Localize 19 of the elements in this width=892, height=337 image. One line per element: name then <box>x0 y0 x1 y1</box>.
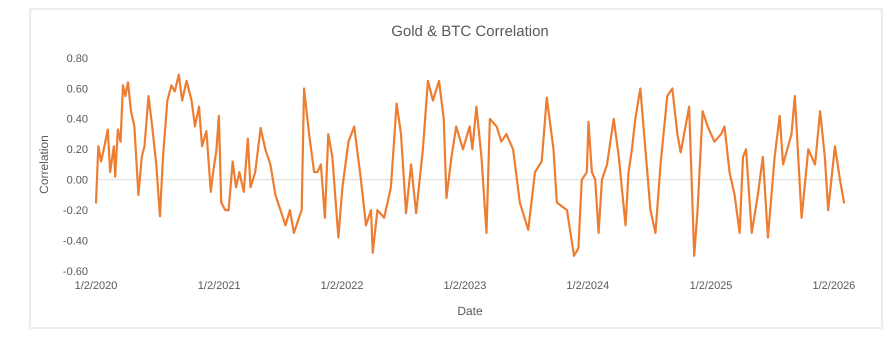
line-series <box>94 74 846 257</box>
y-tick-label: 0.20 <box>66 144 88 156</box>
x-tick-label: 1/2/2022 <box>320 280 364 292</box>
y-tick-label: -0.40 <box>62 235 88 248</box>
x-tick-label: 1/2/2024 <box>566 280 610 292</box>
x-tick-label: 1/2/2023 <box>444 280 486 292</box>
x-axis-title: Date <box>457 304 483 318</box>
chart-title: Gold & BTC Correlation <box>391 23 549 40</box>
x-tick-label: 1/2/2026 <box>812 280 856 292</box>
y-tick-label: -0.60 <box>62 266 88 278</box>
y-tick-label: 0.80 <box>66 52 88 65</box>
y-tick-label: 0.40 <box>66 114 88 126</box>
y-tick-label: 0.60 <box>66 83 88 96</box>
y-tick-label: 0.00 <box>66 174 88 187</box>
x-tick-label: 1/2/2025 <box>690 280 732 292</box>
x-tick-label: 1/2/2021 <box>198 280 241 292</box>
y-tick-label: -0.20 <box>62 204 88 217</box>
y-axis-title: Correlation <box>37 135 51 194</box>
x-tick-label: 1/2/2020 <box>74 280 118 292</box>
